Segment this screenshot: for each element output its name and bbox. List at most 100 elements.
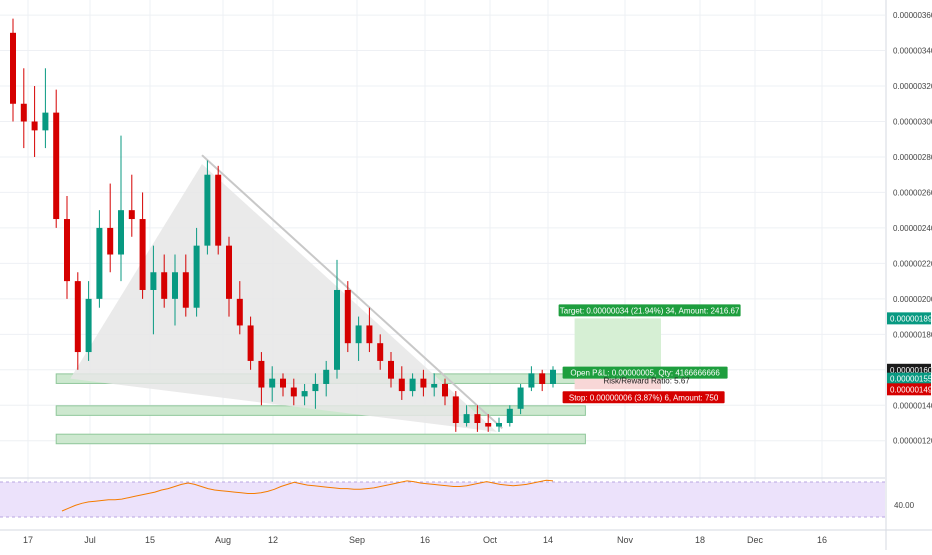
position-tool-layer[interactable]: Target: 0.00000034 (21.94%) 34, Amount: …	[558, 304, 741, 404]
candle-body	[431, 383, 438, 388]
price-label-box	[887, 312, 931, 325]
price-label-box	[887, 383, 931, 396]
candle-body	[420, 378, 427, 388]
candle-body	[280, 378, 286, 388]
price-axis-tick-label: 0.00000140	[893, 401, 932, 410]
position-pnl-label: Open P&L: 0.00000005, Qty: 4166666666	[570, 369, 720, 378]
time-axis-tick-label: Oct	[483, 535, 498, 545]
price-axis-tick-label: 0.00000300	[893, 117, 932, 126]
price-axis[interactable]: 0.00000120 0.00000140 0.00000160 0.00000180…	[885, 0, 932, 550]
price-axis-tick-label: 0.00000280	[893, 153, 932, 162]
position-stop-label: Stop: 0.00000006 (3.87%) 6, Amount: 750	[569, 393, 719, 402]
candle-body	[463, 414, 470, 423]
candle-body	[452, 396, 459, 423]
candle-body	[150, 272, 157, 290]
position-stop-label-box	[562, 391, 725, 404]
time-axis-tick-label: Sep	[349, 535, 365, 545]
time-axis-tick-label: 16	[817, 535, 827, 545]
candle-body	[366, 325, 373, 344]
candle-body	[485, 423, 492, 427]
price-axis-tick-label: 0.00000220	[893, 259, 932, 268]
candle-body	[215, 174, 222, 246]
candle-body	[107, 227, 114, 255]
price-axis-tick-label: 0.00000340	[893, 47, 932, 56]
candle-body	[334, 289, 340, 370]
position-stop-zone	[574, 378, 661, 390]
triangle-pattern-layer	[70, 154, 503, 432]
price-axis-tick-label: 0.00000260	[893, 188, 932, 197]
price-axis-tick-label: 0.00000360	[893, 11, 932, 20]
candle-body	[20, 103, 27, 122]
time-axis-tick-label: 12	[268, 535, 278, 545]
candles-layer	[10, 18, 556, 432]
price-label: 0.00000155	[890, 375, 932, 384]
candle-body	[128, 210, 135, 220]
candle-body	[247, 325, 254, 361]
candle-body	[96, 227, 103, 299]
candle-body	[269, 378, 276, 388]
descending-trendline	[201, 154, 503, 430]
candle-body	[31, 121, 38, 131]
price-axis-tick-label: 0.00000120	[893, 437, 932, 446]
price-label: 0.00000189	[890, 314, 932, 323]
price-axis-tick-label: 0.00000240	[893, 224, 932, 233]
position-target-label: Target: 0.00000034 (21.94%) 34, Amount: …	[560, 306, 740, 315]
time-axis-tick-label: Aug	[215, 535, 231, 545]
candle-body	[388, 360, 394, 379]
candle-body	[506, 408, 513, 423]
candle-body	[172, 272, 178, 299]
candle-body	[528, 373, 535, 388]
time-axis[interactable]: 17 Jul 15 Aug 12 Sep 16 Oct 14 Nov 18 Dec 16	[0, 529, 932, 545]
candle-body	[161, 272, 168, 299]
price-axis-tick-label: 0.00000180	[893, 330, 932, 339]
candle-body	[53, 112, 60, 220]
candle-body	[290, 387, 297, 397]
candle-body	[64, 219, 70, 282]
time-axis-tick-label: 16	[420, 535, 430, 545]
candle-body	[258, 360, 265, 388]
rsi-band	[0, 482, 885, 517]
position-pnl-label-box	[562, 366, 728, 379]
time-axis-tick-label: Dec	[747, 535, 764, 545]
candle-body	[550, 369, 556, 384]
price-label: 0.00000160	[890, 366, 932, 375]
candle-body	[118, 210, 124, 255]
candle-body	[377, 343, 384, 361]
rsi-line	[61, 479, 554, 512]
candle-body	[323, 369, 330, 384]
time-axis-tick-label: 15	[145, 535, 155, 545]
candle-body	[226, 245, 232, 299]
candle-body	[355, 325, 362, 344]
candle-body	[10, 32, 16, 104]
candle-body	[139, 219, 146, 290]
position-ratio-label: Risk/Reward Ratio: 5.67	[603, 377, 690, 386]
candle-body	[517, 387, 524, 409]
candle-body	[344, 289, 351, 344]
candle-body	[398, 378, 405, 392]
triangle-pattern	[70, 164, 497, 432]
candle-body	[474, 414, 481, 423]
rsi-panel: 40.00	[0, 477, 915, 518]
candle-body	[236, 298, 243, 326]
candle-body	[409, 378, 416, 392]
time-axis-tick-label: 18	[695, 535, 705, 545]
candle-body	[496, 423, 502, 427]
time-axis-tick-label: Jul	[84, 535, 96, 545]
price-label-box	[887, 372, 931, 385]
candle-body	[539, 373, 546, 384]
candle-body	[193, 245, 200, 308]
candle-body	[85, 298, 92, 353]
candle-body	[74, 281, 81, 353]
support-zone	[55, 433, 586, 445]
time-axis-tick-label: 14	[543, 535, 553, 545]
price-axis-tick-label: 0.00000320	[893, 82, 932, 91]
time-axis-tick-label: Nov	[617, 535, 634, 545]
candle-body	[301, 391, 308, 397]
position-target-label-box	[558, 304, 741, 317]
candle-body	[204, 174, 211, 246]
candle-body	[182, 272, 189, 308]
candle-body	[42, 112, 49, 131]
price-axis-tick-label: 0.00000200	[893, 295, 932, 304]
